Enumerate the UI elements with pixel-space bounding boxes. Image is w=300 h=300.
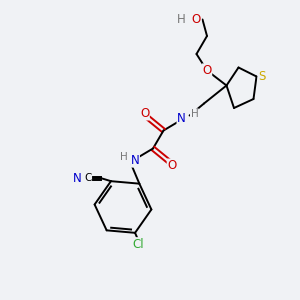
Text: H: H <box>177 13 186 26</box>
Text: C: C <box>84 173 92 183</box>
Text: N: N <box>130 154 140 167</box>
Text: N: N <box>73 172 82 185</box>
Text: O: O <box>192 13 201 26</box>
Text: Cl: Cl <box>132 238 144 251</box>
Text: S: S <box>258 70 266 83</box>
Text: O: O <box>167 159 176 172</box>
Text: H: H <box>120 152 128 163</box>
Text: N: N <box>177 112 186 125</box>
Text: O: O <box>202 64 211 77</box>
Text: O: O <box>140 107 149 120</box>
Text: H: H <box>190 109 198 119</box>
